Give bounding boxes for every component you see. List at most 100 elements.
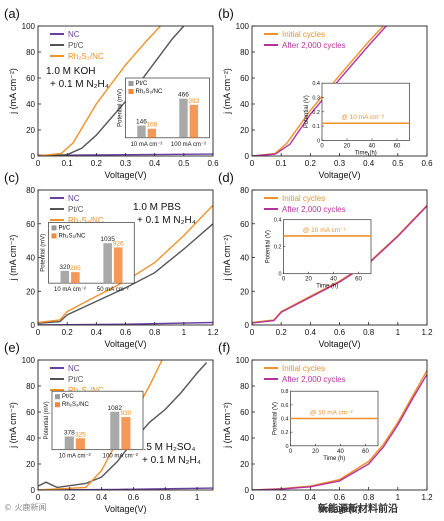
inset-frame bbox=[283, 219, 372, 275]
x-tick-label: 1.2 bbox=[421, 493, 433, 502]
watermark-right: 新能源新材料前沿 bbox=[318, 504, 398, 515]
inset-y-tick-label: 0 bbox=[317, 138, 320, 144]
x-axis-label: Voltage(V) bbox=[104, 504, 146, 514]
inset: 0 20 40 60 0 0.2 0.4 0.6 0.8 @ 10 mA cm⁻² Time (h)… bbox=[273, 389, 379, 462]
legend-label: Pt/C bbox=[68, 375, 84, 384]
inset-y-tick-label: 0.4 bbox=[281, 417, 289, 423]
legend-label: After 2,000 cycles bbox=[282, 205, 346, 214]
series-line-1 bbox=[38, 26, 185, 156]
legend-label: After 2,000 cycles bbox=[282, 375, 346, 384]
x-tick-label: 0.8 bbox=[363, 328, 375, 337]
panel-c: (c) 0 0.2 0.4 0.6 0.8 1 1.2 0 20 40 60 80 Voltage(V) j… bbox=[4, 170, 219, 349]
y-tick-label: 80 bbox=[240, 382, 249, 391]
x-tick-label: 0.4 bbox=[149, 159, 161, 168]
y-tick-label: 80 bbox=[26, 48, 35, 57]
y-tick-label: 60 bbox=[240, 408, 249, 417]
inset-y-tick-label: 0.2 bbox=[312, 110, 320, 116]
condition-text: 1.0 M PBS bbox=[133, 202, 181, 213]
inset-x-tick-label: 60 bbox=[362, 449, 369, 455]
inset-y-label: Potential (V) bbox=[266, 230, 272, 263]
x-tick-label: 0.2 bbox=[64, 493, 76, 502]
x-tick-label: 0.4 bbox=[96, 493, 108, 502]
inset-bar bbox=[110, 411, 120, 450]
y-tick-label: 40 bbox=[26, 434, 35, 443]
inset-y-tick-label: 0.2 bbox=[274, 245, 282, 251]
x-tick-label: 0.4 bbox=[91, 328, 103, 337]
inset-x-tick-label: 20 bbox=[344, 143, 351, 149]
inset-bar bbox=[121, 417, 131, 450]
x-axis-label: Voltage(V) bbox=[104, 339, 146, 349]
x-tick-label: 1 bbox=[396, 493, 401, 502]
y-tick-label: 40 bbox=[240, 434, 249, 443]
inset-bar-value: 146 bbox=[136, 119, 147, 126]
watermark-left: © 火鹿新闻 bbox=[4, 503, 47, 512]
x-tick-label: 0.4 bbox=[363, 159, 375, 168]
y-tick-label: 0 bbox=[31, 321, 36, 330]
legend-label: NC bbox=[68, 194, 80, 203]
x-tick-label: 0.1 bbox=[62, 159, 74, 168]
inset-y-label: Potential (V) bbox=[273, 402, 279, 435]
inset-y-tick-label: 0.4 bbox=[274, 218, 282, 224]
x-tick-label: 1 bbox=[396, 328, 401, 337]
inset-bar-value: 926 bbox=[113, 240, 124, 247]
y-tick-label: 80 bbox=[26, 186, 35, 195]
condition-text: 0.5 M H₂SO₄ bbox=[138, 442, 195, 453]
plot-frame bbox=[37, 359, 214, 491]
legend-label: NC bbox=[68, 30, 80, 39]
inset-bar-value: 325 bbox=[75, 431, 86, 438]
inset-legend-label: Pt/C bbox=[136, 81, 148, 87]
inset-bar bbox=[103, 243, 112, 284]
inset-y-tick-label: 0.1 bbox=[312, 124, 320, 130]
series-line-1 bbox=[252, 26, 387, 156]
y-tick-label: 60 bbox=[240, 74, 249, 83]
legend-label: Initial cycles bbox=[282, 30, 325, 39]
panel-e: (e) 0 0.2 0.4 0.6 0.8 1 0 20 40 60 80 100 Voltage(V) j… bbox=[4, 340, 214, 514]
x-tick-label: 0.6 bbox=[334, 493, 346, 502]
inset-bar-value: 320 bbox=[59, 264, 70, 271]
inset-x-tick-label: 40 bbox=[330, 277, 337, 283]
x-tick-label: 0.2 bbox=[276, 328, 288, 337]
panel-letter: (c) bbox=[4, 170, 19, 185]
inset: 0 20 40 60 0 0.2 0.4 @ 10 mA cm⁻² Time (h) Potent… bbox=[266, 218, 372, 290]
inset-x-label: Time (h) bbox=[323, 456, 345, 462]
inset-legend-swatch bbox=[55, 394, 60, 400]
inset-legend-swatch bbox=[51, 233, 57, 239]
inset-x-tick-label: 0 bbox=[289, 449, 293, 455]
x-tick-label: 0.2 bbox=[62, 328, 74, 337]
legend-label: Pt/C bbox=[68, 205, 84, 214]
y-axis-label: j (mA cm⁻²) bbox=[222, 235, 232, 282]
inset-bar bbox=[137, 125, 146, 138]
panel-d: (d) 0 0.2 0.4 0.6 0.8 1 1.2 0 20 40 60 80 Voltage(V) j… bbox=[218, 170, 433, 349]
series-line-1 bbox=[38, 223, 213, 324]
y-tick-label: 40 bbox=[240, 100, 249, 109]
y-tick-label: 60 bbox=[26, 74, 35, 83]
x-tick-label: 0.6 bbox=[334, 328, 346, 337]
y-tick-label: 0 bbox=[31, 486, 36, 495]
x-tick-label: 0.2 bbox=[276, 493, 288, 502]
x-tick-label: 0.6 bbox=[128, 493, 140, 502]
y-tick-label: 20 bbox=[240, 287, 249, 296]
x-tick-label: 0 bbox=[250, 328, 255, 337]
x-tick-label: 0 bbox=[250, 493, 255, 502]
inset-annotation: @ 10 mA cm⁻² bbox=[303, 227, 347, 234]
y-axis-label: j (mA cm⁻²) bbox=[8, 235, 18, 282]
inset-y-label: Potential (V) bbox=[304, 95, 310, 128]
inset-y-tick-label: 0 bbox=[285, 444, 288, 450]
x-tick-label: 0.5 bbox=[178, 159, 190, 168]
inset-group-label: 10 mA cm⁻² bbox=[54, 287, 86, 293]
inset-legend-label: Pt/C bbox=[62, 394, 74, 400]
legend-label: Pt/C bbox=[68, 41, 84, 50]
x-tick-label: 0.6 bbox=[120, 328, 132, 337]
inset-group-label: 10 mA cm⁻² bbox=[59, 454, 91, 460]
inset-bar-value: 1035 bbox=[100, 236, 115, 243]
inset-y-tick-label: 0.3 bbox=[312, 96, 320, 102]
inset-legend-label: Rh₂S₃/NC bbox=[62, 402, 89, 408]
inset-legend-swatch bbox=[55, 402, 60, 408]
inset-legend-swatch bbox=[128, 81, 134, 86]
inset-annotation: @ 10 mA cm⁻² bbox=[341, 114, 385, 121]
y-tick-label: 60 bbox=[26, 220, 35, 229]
y-axis-label: j (mA cm⁻²) bbox=[8, 402, 18, 449]
y-tick-label: 40 bbox=[240, 254, 249, 263]
